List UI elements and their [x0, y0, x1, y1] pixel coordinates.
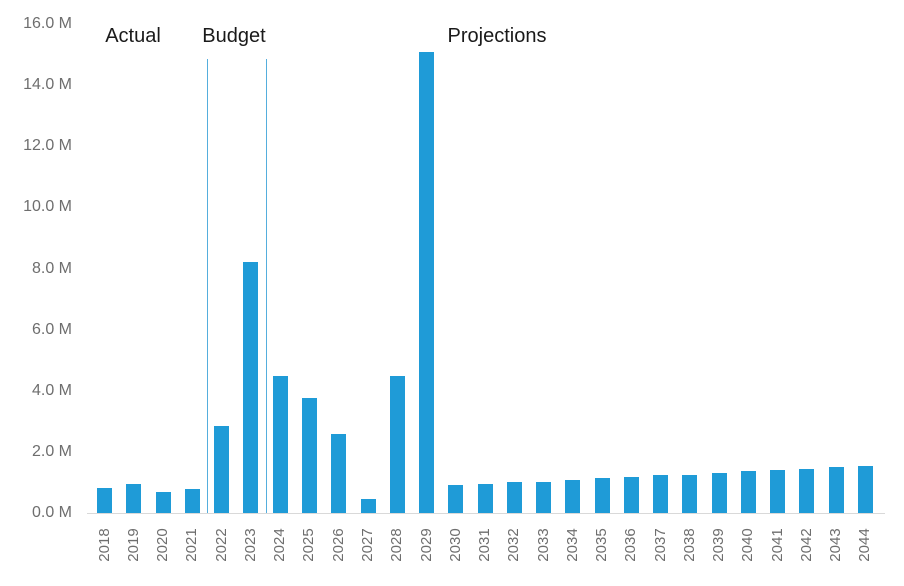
y-axis-label: 12.0 M — [23, 137, 72, 155]
bar-2036 — [623, 476, 639, 513]
x-axis-label: 2036 — [622, 528, 640, 562]
x-axis-label: 2042 — [797, 528, 815, 562]
x-axis-label: 2034 — [563, 528, 581, 562]
x-axis-label: 2024 — [271, 528, 289, 562]
y-axis-label: 4.0 M — [31, 381, 72, 399]
bar-2031 — [477, 483, 493, 513]
bar-2041 — [770, 469, 786, 513]
bar-2029 — [419, 51, 434, 513]
phase-divider-line — [265, 59, 267, 513]
y-axis-label: 10.0 M — [23, 198, 72, 216]
bar-2034 — [565, 480, 581, 513]
x-axis-label: 2032 — [505, 528, 523, 562]
y-axis-label: 8.0 M — [31, 259, 72, 277]
y-axis-label: 0.0 M — [31, 504, 72, 521]
bar-2023 — [243, 262, 259, 513]
x-axis-label: 2018 — [95, 528, 113, 562]
x-axis-label: 2033 — [534, 528, 552, 562]
bar-2027 — [360, 499, 376, 513]
bar-2043 — [828, 467, 844, 513]
bar-2033 — [536, 481, 551, 513]
phase-divider-line — [207, 59, 208, 513]
x-axis-label: 2038 — [680, 528, 698, 562]
bar-2026 — [331, 433, 347, 513]
x-axis-label: 2041 — [768, 528, 786, 562]
phase-label-projections: Projections — [447, 25, 547, 47]
x-axis-label: 2028 — [388, 528, 406, 562]
x-axis-label: 2027 — [359, 528, 376, 562]
x-axis-label: 2022 — [212, 528, 230, 562]
x-axis-label: 2039 — [710, 528, 728, 562]
y-axis-label: 14.0 M — [23, 76, 72, 94]
bar-2040 — [740, 471, 756, 513]
y-axis-label: 6.0 M — [31, 320, 72, 338]
bar-2019 — [126, 484, 142, 513]
bar-2035 — [594, 478, 610, 513]
y-axis-label: 2.0 M — [31, 442, 72, 460]
y-axis-label: 16.0 M — [23, 15, 72, 32]
x-axis-label: 2026 — [329, 528, 347, 562]
x-axis-label: 2044 — [856, 528, 874, 562]
bar-2039 — [711, 472, 727, 513]
phase-label-budget: Budget — [202, 25, 266, 47]
x-axis-label: 2023 — [241, 528, 259, 562]
x-axis-label: 2037 — [651, 528, 669, 562]
x-axis-label: 2019 — [124, 528, 142, 562]
bar-2037 — [653, 475, 669, 513]
x-axis-label: 2021 — [183, 528, 201, 562]
x-axis-label: 2030 — [446, 528, 464, 562]
bar-2030 — [448, 484, 464, 513]
x-axis-label: 2025 — [300, 528, 318, 562]
x-axis-label: 2020 — [154, 528, 172, 562]
bar-2025 — [301, 398, 317, 513]
x-axis-line — [87, 513, 885, 514]
x-axis-label: 2043 — [827, 528, 845, 562]
bar-2020 — [155, 491, 171, 513]
x-axis-label: 2029 — [417, 528, 435, 562]
bar-2021 — [184, 489, 200, 513]
bar-2024 — [272, 375, 288, 513]
bar-2042 — [799, 469, 815, 513]
bar-2032 — [506, 482, 522, 513]
bar-2022 — [214, 425, 230, 513]
phase-label-actual: Actual — [105, 25, 161, 47]
bar-2028 — [389, 375, 405, 513]
x-axis-label: 2035 — [593, 528, 610, 562]
bar-2018 — [97, 487, 113, 513]
x-axis-label: 2031 — [476, 528, 493, 562]
x-axis-label: 2040 — [739, 528, 757, 562]
bar-2038 — [682, 474, 698, 513]
bar-2044 — [857, 465, 873, 513]
